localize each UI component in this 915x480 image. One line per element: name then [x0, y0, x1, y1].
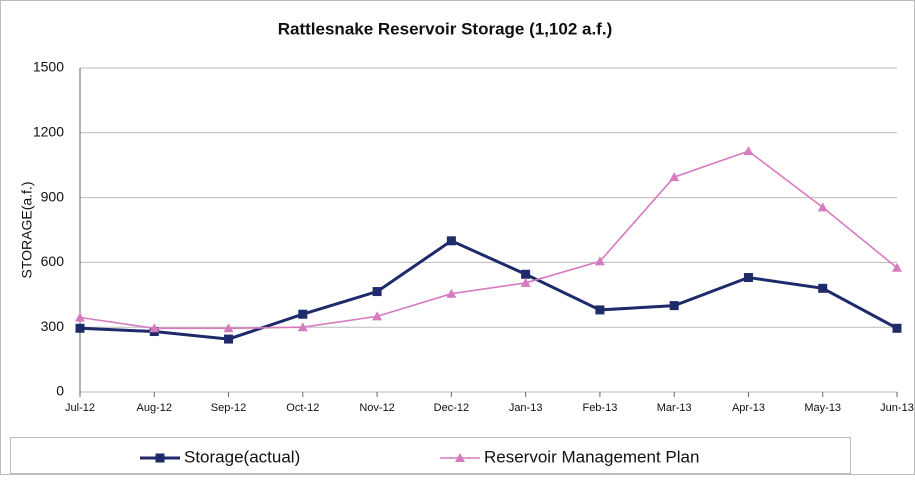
- data-point: [297, 322, 308, 332]
- data-point: [520, 277, 531, 287]
- data-point: [817, 202, 828, 212]
- data-point: [298, 309, 308, 319]
- y-tick-label: 300: [41, 318, 65, 334]
- data-point: [446, 288, 457, 298]
- legend-box: [10, 437, 851, 474]
- x-tick-label: Apr-13: [732, 402, 765, 414]
- legend-marker: [455, 453, 465, 462]
- data-point: [372, 311, 383, 321]
- data-point: [669, 172, 680, 182]
- x-tick-label: Jan-13: [509, 402, 543, 414]
- chart-title: Rattlesnake Reservoir Storage (1,102 a.f…: [278, 19, 612, 38]
- data-point: [669, 301, 679, 311]
- x-tick-label: Aug-12: [137, 402, 172, 414]
- data-point: [446, 236, 456, 246]
- legend-marker: [155, 453, 165, 463]
- x-tick-label: Dec-12: [434, 402, 469, 414]
- x-tick-label: Mar-13: [657, 402, 692, 414]
- data-point: [595, 305, 605, 315]
- x-tick-label: Sep-12: [211, 402, 246, 414]
- legend-label: Reservoir Management Plan: [484, 447, 699, 466]
- x-tick-label: Jun-13: [880, 402, 914, 414]
- x-tick-label: May-13: [804, 402, 841, 414]
- y-axis-label: STORAGE(a.f.): [19, 182, 35, 279]
- series-line: [79, 150, 898, 330]
- x-tick-label: Feb-13: [582, 402, 617, 414]
- data-point: [892, 262, 902, 272]
- data-point: [892, 323, 902, 333]
- data-point: [521, 269, 531, 279]
- y-tick-label: 900: [41, 188, 65, 204]
- x-tick-label: Oct-12: [286, 402, 319, 414]
- data-point: [149, 323, 160, 333]
- y-tick-label: 600: [41, 253, 65, 269]
- data-point: [743, 146, 754, 156]
- y-tick-label: 1500: [33, 59, 64, 75]
- data-point: [743, 273, 753, 283]
- data-point: [818, 283, 828, 293]
- data-point: [75, 312, 85, 322]
- data-point: [372, 287, 382, 297]
- series-line: [79, 239, 898, 341]
- data-point: [223, 323, 234, 333]
- data-point: [224, 334, 234, 344]
- data-point: [75, 323, 85, 333]
- legend-label: Storage(actual): [184, 447, 300, 466]
- x-tick-label: Jul-12: [65, 402, 95, 414]
- y-tick-label: 0: [56, 383, 64, 399]
- x-tick-label: Nov-12: [359, 402, 394, 414]
- y-tick-label: 1200: [33, 124, 64, 140]
- data-point: [594, 256, 605, 266]
